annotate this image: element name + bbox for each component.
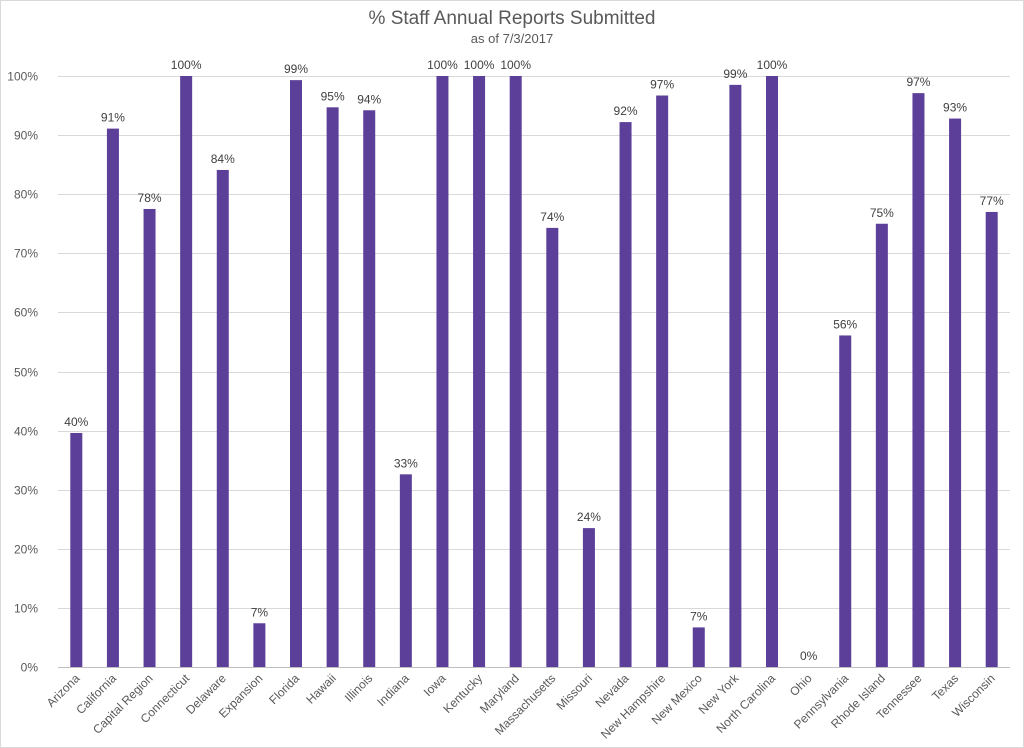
bar: [216, 169, 229, 667]
category-label: Kentucky: [440, 671, 485, 716]
y-tick-label: 20%: [14, 543, 38, 557]
data-label: 100%: [757, 58, 788, 72]
bar: [582, 528, 595, 667]
bar: [473, 76, 486, 667]
bars: [70, 76, 998, 668]
bar: [70, 432, 83, 667]
bar: [436, 76, 449, 667]
category-label: Ohio: [787, 671, 815, 699]
data-label: 92%: [614, 104, 638, 118]
bar: [509, 76, 522, 667]
bar: [729, 84, 742, 668]
data-label: 33%: [394, 456, 418, 470]
data-label: 97%: [650, 78, 674, 92]
category-label: New Hampshire: [598, 671, 668, 741]
y-tick-label: 40%: [14, 425, 38, 439]
category-label: Hawaii: [303, 671, 338, 706]
bar: [363, 110, 376, 667]
y-tick-label: 90%: [14, 129, 38, 143]
category-label: Iowa: [421, 671, 449, 699]
category-label: Texas: [929, 671, 961, 703]
bar: [326, 107, 339, 667]
category-label: Illinois: [342, 671, 375, 704]
data-label: 40%: [64, 415, 88, 429]
data-label: 100%: [464, 58, 495, 72]
data-label: 84%: [211, 152, 235, 166]
data-label: 100%: [500, 58, 531, 72]
data-label: 75%: [870, 206, 894, 220]
data-label: 100%: [427, 58, 458, 72]
chart-title: % Staff Annual Reports Submitted: [368, 8, 656, 29]
y-tick-label: 10%: [14, 602, 38, 616]
data-label: 56%: [833, 317, 857, 331]
y-tick-label: 60%: [14, 306, 38, 320]
category-label: Indiana: [374, 671, 412, 709]
data-labels: 40% 91% 78% 100% 84% 7% 99% 95% 94% 33% 100% 100% 10…: [64, 58, 1004, 663]
bar: [766, 76, 778, 667]
bar: [985, 211, 998, 667]
y-tick-label: 80%: [14, 188, 38, 202]
category-label: Florida: [266, 671, 302, 707]
bar: [875, 223, 888, 667]
y-tick-label: 50%: [14, 366, 38, 380]
bar: [290, 80, 302, 667]
bar: [912, 93, 925, 668]
data-label: 24%: [577, 510, 601, 524]
chart-subtitle: as of 7/3/2017: [470, 31, 554, 46]
data-label: 94%: [357, 92, 381, 106]
data-label: 95%: [321, 89, 345, 103]
y-tick-label: 30%: [14, 484, 38, 498]
data-label: 0%: [800, 649, 818, 663]
data-label: 77%: [980, 194, 1004, 208]
y-tick-label: 70%: [14, 247, 38, 261]
bar: [839, 335, 852, 667]
bar: [180, 76, 193, 667]
y-axis-ticks: 0% 10% 20% 30% 40% 50% 60% 70% 80% 90% 100%: [7, 70, 38, 675]
bar: [106, 128, 119, 667]
gridlines: [58, 76, 1010, 668]
y-tick-label: 0%: [21, 661, 39, 675]
data-label: 99%: [723, 67, 747, 81]
bar: [619, 122, 632, 667]
data-label: 97%: [906, 75, 930, 89]
data-label: 99%: [284, 62, 308, 76]
bar: [253, 623, 266, 667]
bar: [143, 208, 156, 667]
data-label: 7%: [251, 605, 269, 619]
bar: [656, 95, 669, 668]
bar: [949, 118, 962, 667]
bar: [692, 627, 705, 667]
bar: [546, 227, 559, 667]
y-tick-label: 100%: [7, 70, 38, 84]
bar: [399, 474, 412, 667]
category-label: Missouri: [554, 671, 595, 712]
data-label: 74%: [540, 210, 564, 224]
data-label: 7%: [690, 609, 708, 623]
data-label: 100%: [171, 58, 202, 72]
data-label: 91%: [101, 111, 125, 125]
data-label: 93%: [943, 101, 967, 115]
data-label: 78%: [138, 191, 162, 205]
